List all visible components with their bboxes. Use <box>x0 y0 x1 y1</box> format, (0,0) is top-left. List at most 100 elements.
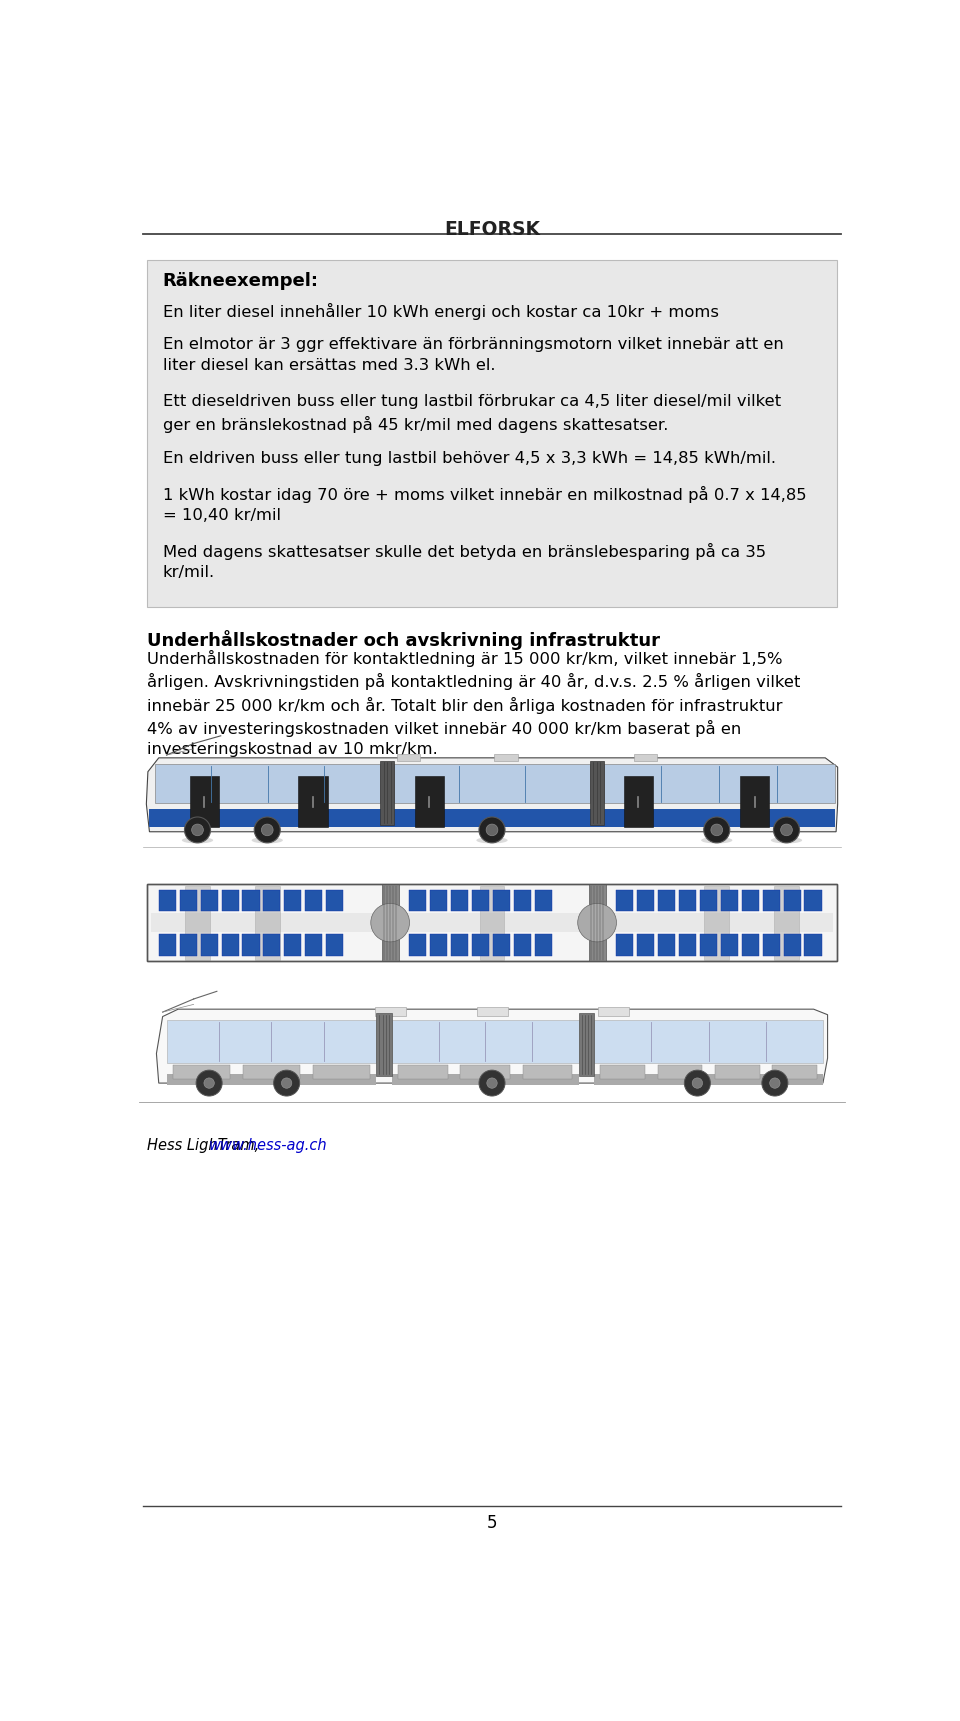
Text: Räkneexempel:: Räkneexempel: <box>162 272 319 289</box>
Text: Underhållskostnaden för kontaktledning är 15 000 kr/km, vilket innebär 1,5%
årli: Underhållskostnaden för kontaktledning ä… <box>147 651 801 757</box>
FancyBboxPatch shape <box>284 890 301 910</box>
FancyBboxPatch shape <box>243 890 259 910</box>
FancyBboxPatch shape <box>705 886 730 960</box>
Text: En liter diesel innehåller 10 kWh energi och kostar ca 10kr + moms: En liter diesel innehåller 10 kWh energi… <box>162 303 719 320</box>
Circle shape <box>578 904 616 941</box>
FancyBboxPatch shape <box>451 935 468 955</box>
Circle shape <box>196 1070 222 1096</box>
FancyBboxPatch shape <box>222 890 239 910</box>
FancyBboxPatch shape <box>494 754 517 761</box>
Text: Hess LighTram,: Hess LighTram, <box>147 1138 264 1153</box>
Circle shape <box>281 1077 292 1088</box>
FancyBboxPatch shape <box>451 890 468 910</box>
FancyBboxPatch shape <box>398 1065 448 1079</box>
FancyBboxPatch shape <box>158 935 176 955</box>
FancyBboxPatch shape <box>166 1074 376 1084</box>
FancyBboxPatch shape <box>679 935 696 955</box>
Circle shape <box>479 817 505 843</box>
FancyBboxPatch shape <box>762 935 780 955</box>
FancyBboxPatch shape <box>409 890 426 910</box>
Circle shape <box>371 904 410 941</box>
Circle shape <box>762 1070 788 1096</box>
FancyBboxPatch shape <box>616 890 634 910</box>
FancyBboxPatch shape <box>783 935 801 955</box>
FancyBboxPatch shape <box>155 764 380 804</box>
FancyBboxPatch shape <box>180 890 197 910</box>
FancyBboxPatch shape <box>185 886 210 960</box>
FancyBboxPatch shape <box>166 1021 376 1064</box>
FancyBboxPatch shape <box>598 1007 629 1015</box>
Circle shape <box>487 1077 497 1088</box>
Text: 5: 5 <box>487 1514 497 1532</box>
Text: En eldriven buss eller tung lastbil behöver 4,5 x 3,3 kWh = 14,85 kWh/mil.: En eldriven buss eller tung lastbil behö… <box>162 451 776 466</box>
FancyBboxPatch shape <box>579 1014 594 1076</box>
Circle shape <box>780 824 792 836</box>
FancyBboxPatch shape <box>624 776 653 828</box>
FancyBboxPatch shape <box>535 935 552 955</box>
Text: 1 kWh kostar idag 70 öre + moms vilket innebär en milkostnad på 0.7 x 14,85
= 10: 1 kWh kostar idag 70 öre + moms vilket i… <box>162 485 806 523</box>
FancyBboxPatch shape <box>150 809 834 828</box>
FancyBboxPatch shape <box>147 885 837 960</box>
Text: ELFORSK: ELFORSK <box>444 220 540 239</box>
Circle shape <box>692 1077 703 1088</box>
FancyBboxPatch shape <box>588 885 606 960</box>
FancyBboxPatch shape <box>305 935 323 955</box>
Text: www.hess-ag.ch: www.hess-ag.ch <box>209 1138 327 1153</box>
FancyBboxPatch shape <box>190 776 219 828</box>
Ellipse shape <box>476 836 508 843</box>
FancyBboxPatch shape <box>514 935 531 955</box>
FancyBboxPatch shape <box>476 1007 508 1015</box>
FancyBboxPatch shape <box>430 935 447 955</box>
Circle shape <box>204 1077 214 1088</box>
Circle shape <box>486 824 498 836</box>
FancyBboxPatch shape <box>392 1021 579 1064</box>
FancyBboxPatch shape <box>395 764 589 804</box>
Circle shape <box>479 1070 505 1096</box>
FancyBboxPatch shape <box>180 935 197 955</box>
FancyBboxPatch shape <box>409 935 426 955</box>
Ellipse shape <box>181 836 213 843</box>
FancyBboxPatch shape <box>396 754 420 761</box>
FancyBboxPatch shape <box>772 1065 817 1079</box>
Text: Underhållskostnader och avskrivning infrastruktur: Underhållskostnader och avskrivning infr… <box>147 630 660 651</box>
FancyBboxPatch shape <box>173 1065 230 1079</box>
Ellipse shape <box>252 836 283 843</box>
FancyBboxPatch shape <box>715 1065 759 1079</box>
Text: Med dagens skattesatser skulle det betyda en bränslebesparing på ca 35
kr/mil.: Med dagens skattesatser skulle det betyd… <box>162 544 766 580</box>
FancyBboxPatch shape <box>594 1021 823 1064</box>
FancyBboxPatch shape <box>634 754 657 761</box>
FancyBboxPatch shape <box>658 935 675 955</box>
FancyBboxPatch shape <box>522 1065 572 1079</box>
FancyBboxPatch shape <box>326 890 344 910</box>
FancyBboxPatch shape <box>637 935 654 955</box>
Polygon shape <box>156 1009 828 1083</box>
FancyBboxPatch shape <box>762 890 780 910</box>
Circle shape <box>254 817 280 843</box>
FancyBboxPatch shape <box>658 1065 703 1079</box>
FancyBboxPatch shape <box>742 890 758 910</box>
Ellipse shape <box>771 836 803 843</box>
FancyBboxPatch shape <box>254 886 279 960</box>
FancyBboxPatch shape <box>589 761 604 826</box>
FancyBboxPatch shape <box>382 885 398 960</box>
FancyBboxPatch shape <box>492 935 510 955</box>
FancyBboxPatch shape <box>461 1065 510 1079</box>
FancyBboxPatch shape <box>472 935 489 955</box>
Circle shape <box>704 817 730 843</box>
FancyBboxPatch shape <box>600 1065 645 1079</box>
FancyBboxPatch shape <box>430 890 447 910</box>
FancyBboxPatch shape <box>472 890 489 910</box>
Circle shape <box>774 817 800 843</box>
FancyBboxPatch shape <box>679 890 696 910</box>
Ellipse shape <box>701 836 732 843</box>
FancyBboxPatch shape <box>305 890 323 910</box>
FancyBboxPatch shape <box>721 935 738 955</box>
FancyBboxPatch shape <box>535 890 552 910</box>
Circle shape <box>184 817 210 843</box>
FancyBboxPatch shape <box>376 1014 392 1076</box>
FancyBboxPatch shape <box>514 890 531 910</box>
FancyBboxPatch shape <box>742 935 758 955</box>
FancyBboxPatch shape <box>263 935 280 955</box>
FancyBboxPatch shape <box>721 890 738 910</box>
FancyBboxPatch shape <box>774 886 799 960</box>
